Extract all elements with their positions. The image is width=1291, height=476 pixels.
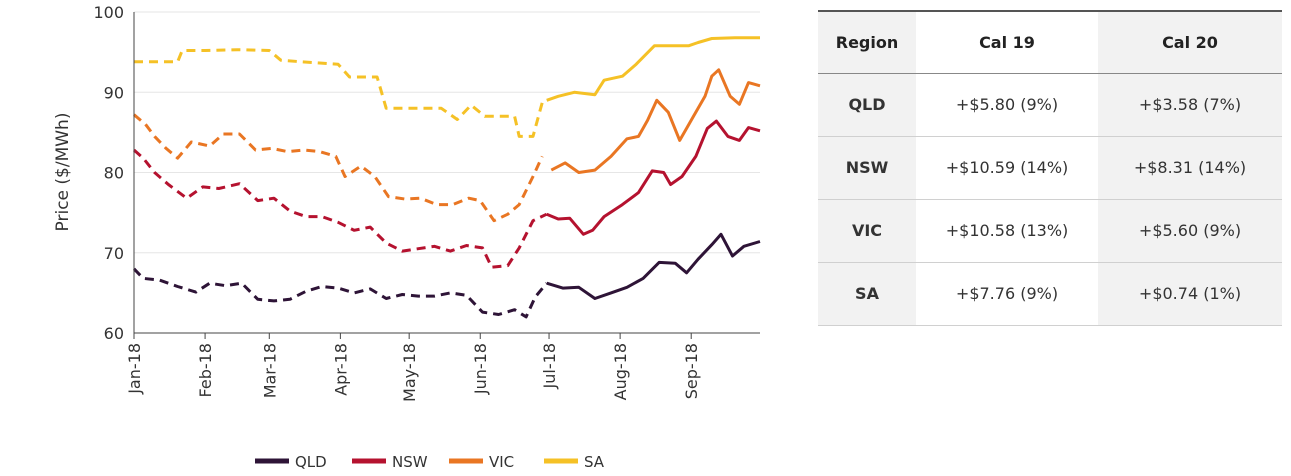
series-line-qld <box>546 232 761 300</box>
table-row: NSW +$10.59 (14%) +$8.31 (14%) <box>818 136 1282 200</box>
x-tick-label: Feb-18 <box>196 343 215 397</box>
region-cell: QLD <box>818 73 916 137</box>
region-cell: SA <box>818 262 916 326</box>
region-cell: VIC <box>818 199 916 263</box>
y-tick-label: 80 <box>104 164 124 183</box>
legend-label-vic: VIC <box>489 453 514 471</box>
y-tick-label: 60 <box>104 324 124 343</box>
series-line-qld-forecast <box>132 267 548 319</box>
grid-lines <box>134 11 760 254</box>
series-line-vic <box>550 68 761 174</box>
x-tick-label: Aug-18 <box>611 343 630 400</box>
x-tick-label: May-18 <box>400 343 419 402</box>
header-cal-19: Cal 19 <box>916 10 1098 74</box>
legend-label-qld: QLD <box>295 453 327 471</box>
price-line-chart: 60 70 80 90 100 Jan-18 Feb-18 Mar-18 Apr-18 May-… <box>53 3 761 471</box>
x-tick-label: Jan-18 <box>125 343 144 395</box>
x-tick-label: Apr-18 <box>331 343 350 396</box>
header-cal-20: Cal 20 <box>1098 10 1282 74</box>
legend-label-sa: SA <box>584 453 605 471</box>
x-tick-label: Sep-18 <box>682 343 701 399</box>
table-row: SA +$7.76 (9%) +$0.74 (1%) <box>818 262 1282 326</box>
series-line-sa-forecast <box>134 48 548 138</box>
x-tick-label: Jul-18 <box>540 343 559 389</box>
cal20-cell: +$0.74 (1%) <box>1098 262 1282 326</box>
table-header-row: Region Cal 19 Cal 20 <box>818 10 1282 74</box>
cal20-cell: +$5.60 (9%) <box>1098 199 1282 263</box>
cal20-cell: +$8.31 (14%) <box>1098 136 1282 200</box>
series-line-vic-forecast <box>133 113 544 223</box>
cal19-cell: +$10.59 (14%) <box>916 136 1098 200</box>
cal19-cell: +$5.80 (9%) <box>916 73 1098 137</box>
legend-label-nsw: NSW <box>392 453 428 471</box>
price-change-table: Region Cal 19 Cal 20 QLD +$5.80 (9%) +$3… <box>818 10 1282 326</box>
y-tick-label: 70 <box>104 244 124 263</box>
y-tick-label: 100 <box>93 3 124 22</box>
cal19-cell: +$7.76 (9%) <box>916 262 1098 326</box>
table-row: QLD +$5.80 (9%) +$3.58 (7%) <box>818 73 1282 137</box>
region-cell: NSW <box>818 136 916 200</box>
table-row: VIC +$10.58 (13%) +$5.60 (9%) <box>818 199 1282 263</box>
legend: QLD NSW VIC SA <box>255 453 605 471</box>
x-tick-label: Mar-18 <box>260 343 279 398</box>
header-region: Region <box>818 10 916 74</box>
cal19-cell: +$10.58 (13%) <box>916 199 1098 263</box>
y-tick-labels: 60 70 80 90 100 <box>93 3 124 343</box>
y-axis-label: Price ($/MWh) <box>53 113 73 232</box>
series-line-nsw-forecast <box>133 148 548 269</box>
cal20-cell: +$3.58 (7%) <box>1098 73 1282 137</box>
axes <box>133 12 760 339</box>
y-tick-label: 90 <box>104 83 124 102</box>
series-line-sa <box>546 36 760 102</box>
x-tick-labels: Jan-18 Feb-18 Mar-18 Apr-18 May-18 Jun-18 Jul-… <box>125 343 701 402</box>
series-lines <box>132 36 761 319</box>
x-tick-label: Jun-18 <box>471 343 490 395</box>
series-line-nsw <box>546 119 761 236</box>
